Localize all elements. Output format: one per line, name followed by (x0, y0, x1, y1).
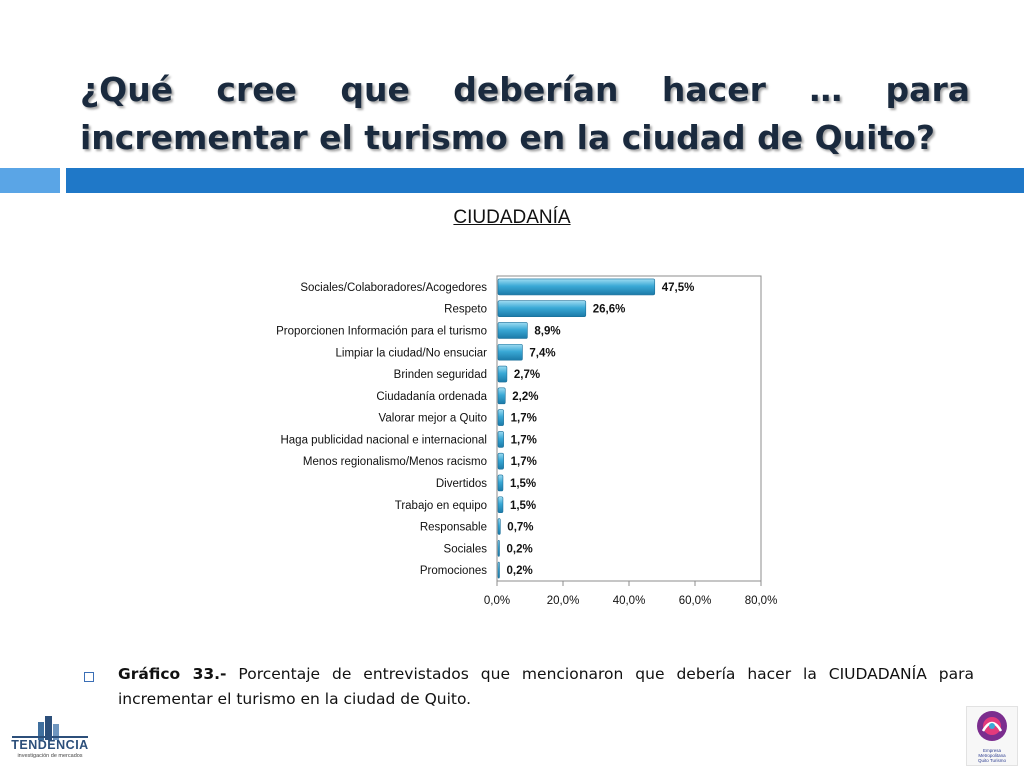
category-label: Menos regionalismo/Menos racismo (303, 456, 487, 468)
value-label: 0,2% (507, 565, 533, 577)
category-label: Promociones (420, 565, 487, 577)
header-accent-bar (66, 168, 1024, 193)
bar-6 (497, 387, 506, 405)
x-tick-label: 20,0% (547, 595, 580, 607)
category-label: Responsable (420, 522, 487, 534)
value-label: 0,2% (507, 543, 533, 555)
bar-11 (497, 496, 504, 514)
category-label: Sociales (444, 543, 488, 555)
bar-10 (497, 474, 504, 492)
category-label: Brinden seguridad (394, 369, 487, 381)
bar-8 (497, 431, 504, 448)
value-label: 7,4% (529, 347, 555, 359)
quito-turismo-logo: Empresa Metropolitana Quito Turismo (966, 706, 1018, 766)
bullet-marker (84, 672, 94, 682)
value-label: 1,5% (510, 478, 536, 490)
quito-turismo-line-1: Empresa (982, 748, 1001, 753)
header-accent-bar-left (0, 168, 60, 193)
bar-14 (497, 561, 500, 579)
category-label: Divertidos (436, 478, 487, 490)
bar-7 (497, 409, 504, 426)
value-label: 26,6% (593, 304, 626, 316)
bar-3 (497, 322, 528, 339)
value-label: 1,5% (510, 500, 536, 512)
caption-label: Gráfico 33.- (118, 665, 227, 683)
value-label: 2,7% (514, 369, 540, 381)
bar-1 (497, 278, 656, 296)
tendencia-logo: TENDENCIA investigación de mercados (4, 714, 96, 764)
bar-13 (497, 540, 500, 557)
bar-2 (497, 300, 587, 317)
value-label: 47,5% (662, 282, 695, 294)
x-tick-label: 0,0% (484, 595, 510, 607)
quito-turismo-emblem-icon (977, 711, 1007, 741)
quito-turismo-line-3: Quito Turismo (977, 758, 1006, 763)
x-tick-label: 80,0% (745, 595, 778, 607)
value-label: 1,7% (511, 413, 537, 425)
chart-title: CIUDADANÍA (453, 207, 571, 228)
value-label: 2,2% (512, 391, 538, 403)
value-label: 1,7% (511, 434, 537, 446)
bar-5 (497, 365, 508, 383)
category-label: Valorar mejor a Quito (379, 413, 487, 425)
category-label: Respeto (444, 304, 487, 316)
value-label: 0,7% (507, 522, 533, 534)
bar-9 (497, 452, 504, 470)
tendencia-tagline: investigación de mercados (17, 753, 83, 759)
bar-chart: Sociales/Colaboradores/Acogedores Respeto… (276, 275, 778, 607)
category-label: Trabajo en equipo (395, 500, 487, 512)
category-label: Proporcionen Información para el turismo (276, 325, 487, 337)
bar-12 (497, 518, 501, 535)
category-label: Haga publicidad nacional e internacional (280, 434, 487, 446)
x-tick-label: 40,0% (613, 595, 646, 607)
bar-4 (497, 343, 523, 361)
category-label: Sociales/Colaboradores/Acogedores (300, 282, 487, 294)
category-label: Ciudadanía ordenada (376, 391, 487, 403)
x-tick-label: 60,0% (679, 595, 712, 607)
building-logo-icon (12, 716, 88, 740)
tendencia-brand: TENDENCIA (11, 738, 89, 752)
category-label: Limpiar la ciudad/No ensuciar (336, 347, 488, 359)
slide-title: ¿Qué cree que deberían hacer … para incr… (80, 70, 970, 157)
caption-text: Porcentaje de entrevistados que menciona… (118, 665, 974, 708)
plot-area (496, 275, 762, 582)
value-label: 8,9% (534, 325, 560, 337)
value-label: 1,7% (511, 456, 537, 468)
figure-caption: Gráfico 33.- Porcentaje de entrevistados… (118, 662, 974, 712)
quito-turismo-line-2: Metropolitana (978, 753, 1006, 758)
